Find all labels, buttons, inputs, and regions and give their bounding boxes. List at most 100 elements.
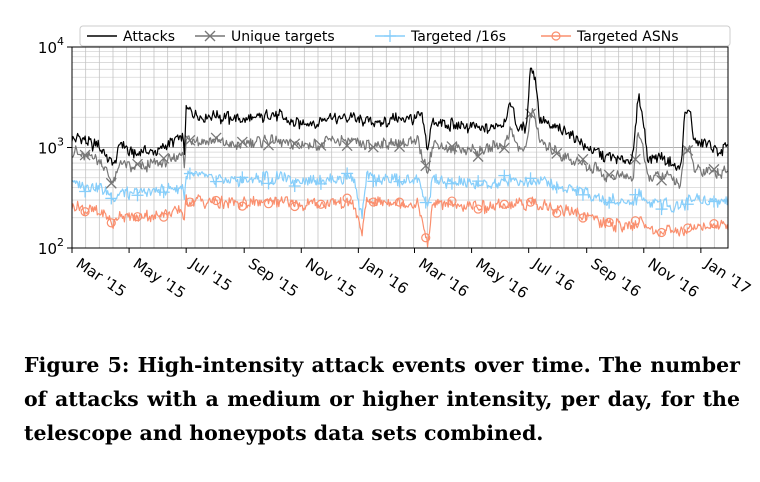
series-marker-targeted-asns xyxy=(578,213,588,223)
series-marker-unique-targets xyxy=(132,158,143,170)
legend-label-targeted-asns: Targeted ASNs xyxy=(576,29,679,45)
series-marker-unique-targets xyxy=(603,169,615,181)
series-marker-targeted-asns xyxy=(630,216,640,226)
x-tick-label: May '15 xyxy=(130,254,189,302)
series-marker-unique-targets xyxy=(236,136,248,148)
x-tick-label: Sep '15 xyxy=(245,254,302,300)
series-marker-unique-targets xyxy=(367,141,379,153)
series-marker-targeted-16s xyxy=(524,172,537,185)
series-marker-targeted-16s xyxy=(341,167,354,180)
series-marker-targeted-asns xyxy=(211,195,221,206)
y-tick-label: 104 xyxy=(38,35,64,57)
series-marker-targeted-16s xyxy=(603,196,616,209)
series-marker-targeted-16s xyxy=(157,186,170,199)
series-marker-unique-targets xyxy=(472,151,484,162)
series-marker-targeted-16s xyxy=(707,195,720,208)
series-marker-targeted-16s xyxy=(576,188,589,201)
series-marker-targeted-16s xyxy=(498,169,511,182)
series-marker-targeted-asns xyxy=(368,197,378,207)
series-marker-targeted-16s xyxy=(314,177,327,190)
series-marker-targeted-16s xyxy=(183,167,196,180)
series-marker-unique-targets xyxy=(79,149,91,161)
series-marker-targeted-asns xyxy=(159,212,169,222)
legend-marker-unique-targets xyxy=(204,30,216,42)
series-marker-unique-targets xyxy=(289,138,301,150)
x-tick-label: Mar '16 xyxy=(415,254,472,300)
x-tick-label: Sep '16 xyxy=(587,254,644,300)
legend-label-attacks: Attacks xyxy=(123,29,175,45)
series-marker-targeted-16s xyxy=(419,196,432,209)
series-marker-unique-targets xyxy=(551,147,563,159)
series-marker-unique-targets xyxy=(498,142,510,154)
series-line-attacks xyxy=(71,67,729,171)
series-marker-targeted-16s xyxy=(681,198,694,211)
series-marker-unique-targets xyxy=(184,134,196,146)
series-marker-targeted-asns xyxy=(447,196,457,206)
x-tick-label: Mar '15 xyxy=(73,254,130,300)
series-marker-targeted-16s xyxy=(655,203,668,216)
x-tick-label: Jul '16 xyxy=(529,254,578,295)
legend-marker-targeted-16s xyxy=(384,30,396,42)
series-marker-unique-targets xyxy=(394,141,405,153)
series-marker-targeted-16s xyxy=(79,185,92,198)
series-marker-unique-targets xyxy=(420,160,432,172)
x-tick-label: Nov '16 xyxy=(645,254,703,301)
series-marker-targeted-16s xyxy=(445,177,458,190)
series-marker-unique-targets xyxy=(210,132,222,144)
series-line-targeted-asns xyxy=(71,194,729,248)
series-marker-targeted-16s xyxy=(288,180,301,193)
series-marker-targeted-16s xyxy=(236,171,249,184)
x-tick-label: Nov '15 xyxy=(302,254,360,301)
series-marker-targeted-asns xyxy=(709,219,719,229)
series-marker-targeted-16s xyxy=(472,175,485,188)
series-marker-targeted-asns xyxy=(185,197,195,207)
series-marker-targeted-asns xyxy=(525,197,536,207)
x-tick-label: Jul '15 xyxy=(186,254,235,295)
series-marker-targeted-asns xyxy=(421,233,431,243)
series-marker-unique-targets xyxy=(341,140,353,152)
x-tick-label: May '16 xyxy=(472,254,531,302)
series-line-unique-targets xyxy=(71,108,729,189)
legend-label-targeted-16s: Targeted /16s xyxy=(410,29,506,45)
series-marker-targeted-16s xyxy=(210,175,223,188)
series-marker-unique-targets xyxy=(708,163,720,175)
series-marker-targeted-16s xyxy=(105,192,118,205)
series-marker-targeted-asns xyxy=(473,204,483,214)
series-marker-targeted-16s xyxy=(393,175,406,188)
series-marker-unique-targets xyxy=(656,174,668,186)
series-marker-targeted-16s xyxy=(262,177,275,190)
series-marker-targeted-asns xyxy=(132,212,143,222)
series-marker-targeted-asns xyxy=(499,199,509,209)
series-marker-targeted-16s xyxy=(131,189,144,202)
series-marker-unique-targets xyxy=(682,144,694,156)
series-marker-targeted-asns xyxy=(316,199,326,209)
series-marker-targeted-asns xyxy=(237,201,247,211)
series-marker-targeted-16s xyxy=(550,181,563,194)
x-tick-label: Jan '16 xyxy=(358,254,411,298)
series-layer xyxy=(71,67,729,248)
x-tick-label: Jan '17 xyxy=(701,254,754,298)
series-marker-unique-targets xyxy=(158,152,170,164)
legend-marker-targeted-asns xyxy=(551,31,561,41)
series-marker-targeted-asns xyxy=(106,218,116,228)
y-axis: 102 103 104 xyxy=(38,35,72,258)
series-marker-targeted-16s xyxy=(367,175,380,188)
series-marker-unique-targets xyxy=(315,140,327,151)
y-tick-label: 103 xyxy=(38,136,64,158)
series-marker-targeted-asns xyxy=(604,217,614,227)
y-tick-label: 102 xyxy=(38,236,64,258)
series-marker-targeted-asns xyxy=(683,223,693,233)
series-marker-unique-targets xyxy=(446,141,458,153)
series-marker-targeted-asns xyxy=(656,227,667,238)
series-marker-unique-targets xyxy=(105,177,117,189)
series-marker-targeted-asns xyxy=(394,197,405,207)
series-marker-unique-targets xyxy=(577,153,589,165)
series-marker-targeted-asns xyxy=(342,193,352,203)
series-marker-targeted-asns xyxy=(263,199,274,209)
figure-caption: Figure 5: High-intensity attack events o… xyxy=(24,353,740,445)
series-marker-targeted-asns xyxy=(290,201,300,212)
series-marker-targeted-asns xyxy=(80,207,90,217)
series-marker-unique-targets xyxy=(263,139,274,151)
